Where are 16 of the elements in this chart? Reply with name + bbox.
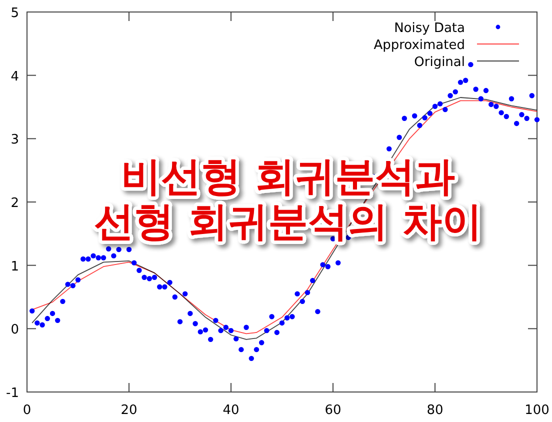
- legend-label: Approximated: [374, 38, 465, 53]
- x-tick-label: 40: [222, 403, 240, 418]
- x-tick-label: 0: [22, 403, 32, 418]
- y-tick-label: 1: [10, 259, 19, 274]
- x-tick-label: 80: [426, 403, 444, 418]
- y-tick-label: 2: [10, 196, 19, 211]
- x-tick-label: 100: [524, 403, 550, 418]
- y-tick-label: 4: [10, 69, 19, 84]
- x-tick-label: 60: [324, 403, 342, 418]
- y-tick-label: 3: [10, 132, 19, 148]
- legend-label: Original: [414, 55, 465, 70]
- y-tick-label: 0: [10, 322, 19, 338]
- y-tick-label: 5: [10, 6, 19, 21]
- legend-label: Noisy Data: [394, 21, 465, 36]
- x-tick-label: 20: [120, 403, 138, 418]
- y-tick-label: -1: [6, 386, 19, 401]
